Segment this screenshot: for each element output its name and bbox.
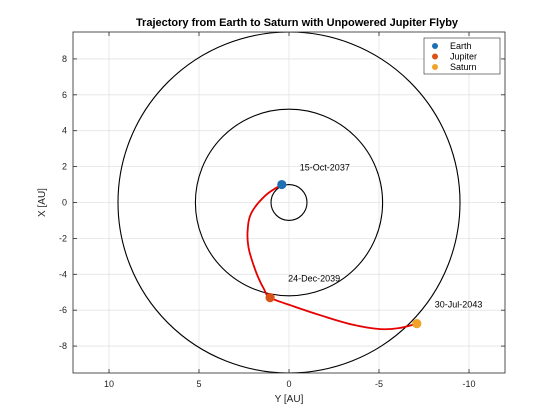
y-tick-label: -6 bbox=[59, 305, 67, 315]
date-label-saturn: 30-Jul-2043 bbox=[435, 300, 483, 310]
x-tick-label: -5 bbox=[375, 379, 383, 389]
chart-title: Trajectory from Earth to Saturn with Unp… bbox=[136, 17, 459, 29]
y-tick-label: -4 bbox=[59, 269, 67, 279]
date-label-jupiter: 24-Dec-2039 bbox=[288, 274, 340, 284]
y-tick-label: 2 bbox=[62, 162, 67, 172]
x-tick-label: 10 bbox=[104, 379, 114, 389]
legend-entry-saturn: Saturn bbox=[450, 62, 477, 72]
x-axis-label: Y [AU] bbox=[275, 394, 304, 405]
legend-marker-saturn bbox=[432, 64, 438, 70]
y-tick-label: 0 bbox=[62, 198, 67, 208]
legend-marker-earth bbox=[432, 43, 438, 49]
y-tick-label: 6 bbox=[62, 90, 67, 100]
body-marker-saturn bbox=[412, 319, 421, 328]
y-axis-label: X [AU] bbox=[37, 188, 48, 217]
legend-marker-jupiter bbox=[432, 54, 438, 60]
y-tick-label: -2 bbox=[59, 233, 67, 243]
y-tick-label: -8 bbox=[59, 341, 67, 351]
legend-entry-jupiter: Jupiter bbox=[450, 52, 477, 62]
date-label-earth: 15-Oct-2037 bbox=[300, 163, 350, 173]
x-tick-label: -10 bbox=[462, 379, 475, 389]
body-marker-jupiter bbox=[266, 293, 275, 302]
y-tick-label: 8 bbox=[62, 54, 67, 64]
x-tick-label: 0 bbox=[286, 379, 291, 389]
legend-entry-earth: Earth bbox=[450, 41, 472, 51]
y-tick-label: 4 bbox=[62, 126, 67, 136]
x-tick-label: 5 bbox=[196, 379, 201, 389]
body-marker-earth bbox=[277, 180, 286, 189]
